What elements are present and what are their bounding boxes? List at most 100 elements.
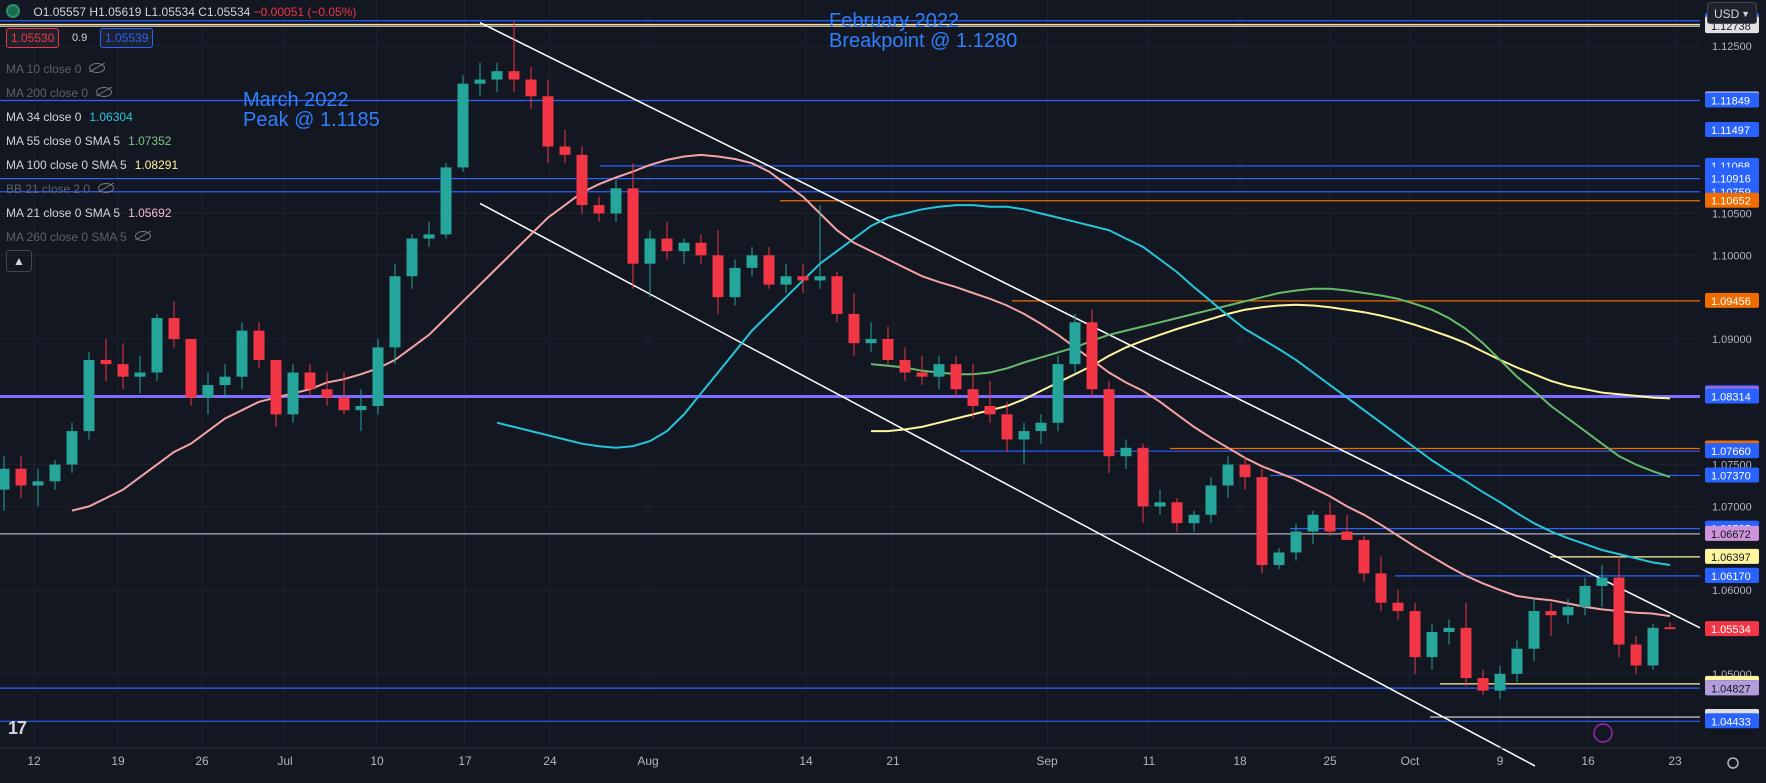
annotation-mar-2022[interactable]: March 2022 Peak @ 1.1185 (243, 90, 380, 130)
candle-body (457, 83, 469, 168)
alert-bolt-icon[interactable] (1593, 723, 1613, 743)
candle-90 (1528, 598, 1540, 662)
spread-value: 0.9 (72, 32, 88, 44)
price-label-bg (1705, 548, 1759, 564)
candle-81 (1375, 556, 1387, 612)
candle-body (1154, 502, 1166, 507)
price-label-17: 1.07660 (1705, 443, 1759, 459)
candle-body (1171, 502, 1183, 524)
candle-body (1052, 364, 1064, 423)
indicator-row[interactable]: MA 55 close 0 SMA 5 1.07352 (6, 134, 171, 148)
bid-price-button[interactable]: 1.05530 (6, 28, 60, 48)
candle-body (593, 205, 605, 214)
candle-body (1630, 644, 1642, 666)
indicator-row[interactable]: MA 21 close 0 SMA 5 1.05692 (6, 206, 171, 220)
price-label-text: 1.07660 (1711, 446, 1751, 458)
eye-hidden-icon[interactable] (96, 87, 113, 97)
indicator-value: 1.08291 (134, 158, 179, 172)
price-label-21: 1.06397 (1705, 548, 1759, 564)
y-tick-label-6: 1.06000 (1712, 585, 1752, 597)
candle-73 (1239, 456, 1251, 490)
settings-gear-icon[interactable] (1727, 757, 1739, 769)
candle-body (1494, 673, 1506, 691)
candle-body (1341, 531, 1353, 540)
candle-body (933, 364, 945, 377)
candle-body (1596, 577, 1608, 586)
candle-59 (1001, 401, 1013, 453)
candle-body (100, 359, 112, 365)
candle-75 (1273, 548, 1285, 570)
y-tick-label-1: 1.10500 (1712, 208, 1752, 220)
candle-body (49, 464, 61, 482)
candle-98 (1664, 622, 1676, 630)
candle-body (117, 364, 129, 377)
indicator-row[interactable]: MA 100 close 0 SMA 5 1.08291 (6, 158, 178, 172)
candle-body (950, 364, 962, 390)
candle-body (1409, 611, 1421, 658)
candle-58 (984, 380, 996, 423)
candle-71 (1205, 477, 1217, 524)
candle-body (1001, 414, 1013, 440)
candle-body (1460, 627, 1472, 679)
collapse-legend-button[interactable]: ▲ (6, 250, 32, 272)
candle-35 (593, 196, 605, 222)
candle-body (1358, 539, 1370, 574)
candle-body (185, 339, 197, 398)
candle-body (1069, 322, 1081, 365)
candle-body (1256, 477, 1268, 566)
candle-95 (1613, 556, 1625, 658)
low-value: 1.05534 (151, 5, 195, 19)
candle-body (610, 188, 622, 214)
indicator-row[interactable]: MA 34 close 0 1.06304 (6, 110, 133, 124)
indicator-row[interactable]: MA 200 close 0 (6, 86, 113, 100)
candle-body (219, 376, 231, 386)
currency-select[interactable]: USD ▼ (1707, 2, 1757, 24)
indicator-row[interactable]: BB 21 close 2 0 (6, 182, 115, 196)
candle-91 (1545, 602, 1557, 637)
time-axis[interactable]: 12 19 26 Jul 10 17 24 Aug 14 21 Sep 11 18 25 Oct 9 16 23 (0, 723, 1766, 769)
close-label: C (198, 5, 207, 19)
annotation-feb-line2: Breakpoint @ 1.1280 (829, 30, 1018, 52)
candle-body (882, 339, 894, 360)
candle-7 (117, 343, 129, 390)
candle-77 (1307, 510, 1319, 545)
eye-hidden-icon[interactable] (89, 63, 106, 73)
x-tick-label-5: 17 (458, 754, 472, 768)
price-label-bg (1705, 443, 1759, 459)
candle-66 (1120, 439, 1132, 469)
open-label: O (33, 5, 43, 19)
indicator-row[interactable]: MA 10 close 0 (6, 62, 106, 76)
annotation-feb-2022[interactable]: February 2022 Breakpoint @ 1.1280 (829, 11, 1017, 51)
candle-body (1188, 514, 1200, 524)
candle-0 (0, 456, 10, 511)
candle-body (1086, 322, 1098, 390)
candle-body (831, 276, 843, 314)
candle-38 (644, 230, 656, 298)
candle-body (1018, 431, 1030, 440)
price-axis[interactable]: 1.125001.105001.100001.090001.075001.070… (1700, 0, 1766, 778)
eye-hidden-icon[interactable] (134, 231, 151, 241)
indicator-row[interactable]: MA 260 close 0 SMA 5 (6, 230, 151, 244)
candle-84 (1426, 623, 1438, 670)
candle-body (559, 146, 571, 155)
eye-hidden-icon[interactable] (98, 183, 115, 193)
candles (0, 20, 1676, 699)
price-label-bg (1705, 680, 1759, 696)
candle-body (1579, 585, 1591, 607)
candle-body (695, 242, 707, 256)
candle-body (321, 389, 333, 398)
candle-41 (695, 234, 707, 264)
candle-27 (457, 75, 469, 172)
candle-body (508, 71, 520, 80)
candle-52 (882, 326, 894, 365)
candle-65 (1103, 380, 1115, 473)
ask-price-button[interactable]: 1.05539 (100, 28, 154, 48)
price-label-text: 1.11849 (1711, 96, 1750, 108)
candle-29 (491, 62, 503, 93)
price-label-bg (1705, 525, 1759, 541)
candle-76 (1290, 523, 1302, 561)
candle-39 (661, 221, 673, 260)
price-label-11: 1.09456 (1705, 292, 1759, 308)
